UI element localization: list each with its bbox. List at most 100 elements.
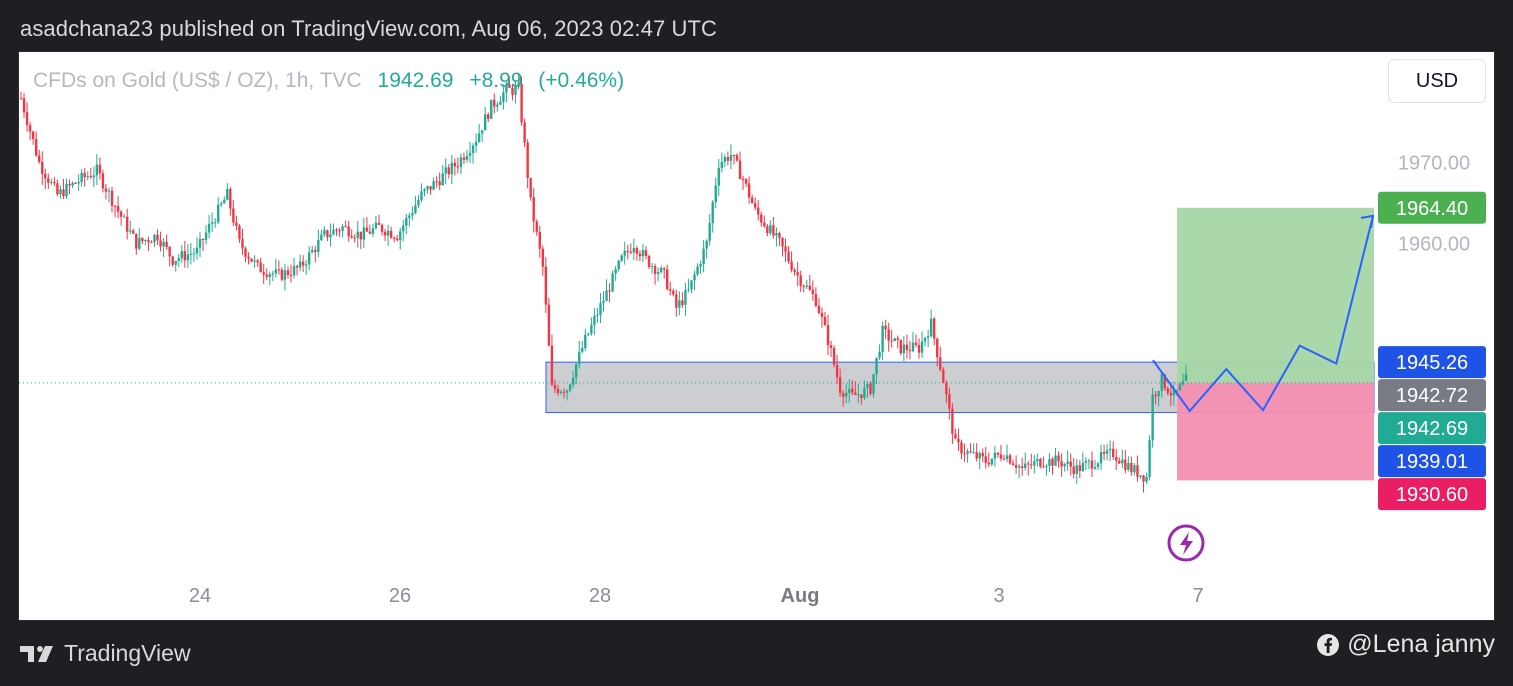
candle-body bbox=[787, 251, 790, 262]
candle-body bbox=[578, 351, 581, 365]
candle-body bbox=[562, 391, 566, 393]
candle-body bbox=[499, 101, 502, 105]
candle-body bbox=[320, 234, 323, 241]
price-change-percent: (+0.46%) bbox=[538, 69, 625, 92]
candle-body bbox=[392, 237, 396, 239]
projection-arrowhead bbox=[1360, 214, 1375, 229]
candle-body bbox=[702, 248, 705, 265]
projection-path[interactable] bbox=[1152, 215, 1374, 413]
candle-body bbox=[107, 190, 111, 192]
candle-body bbox=[311, 249, 314, 253]
candle-body bbox=[380, 224, 384, 232]
price-chart[interactable]: 24 26 28 Aug 3 7 1970.00 1960.00 1964.40 1945.26… bbox=[19, 52, 1494, 620]
candle-body bbox=[732, 154, 736, 156]
candle-body bbox=[229, 188, 232, 209]
author-handle[interactable]: @Lena janny bbox=[1317, 630, 1495, 659]
candle-body bbox=[851, 388, 854, 393]
candle-body bbox=[884, 325, 887, 330]
candle-body bbox=[141, 237, 144, 242]
candle-body bbox=[405, 217, 408, 226]
candle-body bbox=[529, 177, 532, 198]
candle-body bbox=[438, 181, 441, 186]
candle-body bbox=[1054, 455, 1057, 466]
candle-body bbox=[975, 452, 978, 459]
candle-body bbox=[926, 336, 930, 338]
currency-button[interactable]: USD bbox=[1388, 59, 1486, 103]
candle-body bbox=[59, 189, 62, 195]
candle-body bbox=[253, 260, 256, 262]
candle-body bbox=[687, 289, 690, 291]
candle-body bbox=[723, 157, 727, 162]
candle-body bbox=[635, 248, 639, 254]
candle-body bbox=[295, 266, 299, 268]
candle-body bbox=[323, 230, 326, 235]
candle-body bbox=[1154, 394, 1157, 397]
candle-body bbox=[1172, 390, 1176, 396]
candle-body bbox=[50, 181, 53, 183]
candle-body bbox=[44, 173, 47, 179]
candle-body bbox=[326, 230, 329, 238]
candle-body bbox=[432, 181, 435, 190]
candle-body bbox=[480, 130, 484, 134]
candle-body bbox=[65, 183, 68, 197]
candle-body bbox=[1151, 394, 1154, 441]
candle-body bbox=[474, 141, 478, 146]
candle-body bbox=[31, 131, 35, 140]
candle-body bbox=[696, 266, 699, 275]
candle-body bbox=[623, 250, 626, 256]
candle-body bbox=[574, 364, 578, 378]
candle-body bbox=[632, 248, 636, 253]
candle-body bbox=[262, 272, 265, 275]
candle-body bbox=[753, 203, 757, 208]
stop-loss-zone[interactable] bbox=[1177, 382, 1374, 481]
tradingview-logo[interactable]: TradingView bbox=[20, 640, 191, 667]
candle-body bbox=[86, 176, 89, 178]
candle-body bbox=[902, 344, 906, 354]
candle-body bbox=[1027, 463, 1030, 465]
candle-body bbox=[371, 228, 375, 234]
last-price: 1942.69 bbox=[377, 69, 454, 92]
candle-body bbox=[1036, 458, 1039, 462]
candle-body bbox=[1169, 392, 1173, 396]
candle-body bbox=[1124, 459, 1127, 470]
candle-body bbox=[116, 206, 120, 212]
candle-body bbox=[496, 104, 499, 107]
candle-body bbox=[1118, 460, 1121, 464]
candle-body bbox=[217, 204, 220, 223]
candle-body bbox=[769, 225, 772, 234]
candle-body bbox=[1087, 460, 1091, 462]
candle-body bbox=[338, 230, 341, 232]
candle-body bbox=[917, 344, 921, 353]
candle-body bbox=[796, 272, 799, 276]
candle-body bbox=[914, 342, 918, 345]
y-axis-tick-label: 1960.00 bbox=[1398, 233, 1470, 255]
candle-body bbox=[1011, 463, 1015, 466]
candle-body bbox=[386, 230, 390, 236]
candle-body bbox=[763, 222, 766, 227]
chart-area[interactable]: 24 26 28 Aug 3 7 1970.00 1960.00 1964.40 1945.26… bbox=[18, 51, 1495, 621]
candle-body bbox=[899, 339, 903, 354]
candle-body bbox=[1020, 466, 1024, 468]
price-scale-label bbox=[1378, 191, 1486, 224]
candle-body bbox=[550, 345, 554, 385]
candle-body bbox=[708, 223, 711, 241]
candle-body bbox=[823, 316, 827, 326]
candle-body bbox=[304, 264, 308, 266]
candle-body bbox=[232, 208, 235, 223]
candle-body bbox=[741, 178, 745, 180]
candle-body bbox=[420, 191, 423, 200]
candle-body bbox=[171, 256, 174, 265]
symbol-name: CFDs on Gold (US$ / OZ), 1h, TVC bbox=[33, 69, 362, 92]
candle-body bbox=[283, 270, 287, 280]
candle-body bbox=[423, 189, 426, 192]
candle-body bbox=[772, 225, 775, 236]
candle-body bbox=[83, 172, 86, 178]
lightning-bolt-icon bbox=[1180, 532, 1193, 555]
candle-body bbox=[1057, 455, 1060, 462]
take-profit-zone[interactable] bbox=[1177, 207, 1374, 383]
candle-body bbox=[735, 155, 739, 161]
candle-body bbox=[857, 394, 860, 396]
candle-body bbox=[960, 442, 963, 454]
candle-body bbox=[811, 289, 815, 295]
candle-body bbox=[690, 280, 693, 290]
